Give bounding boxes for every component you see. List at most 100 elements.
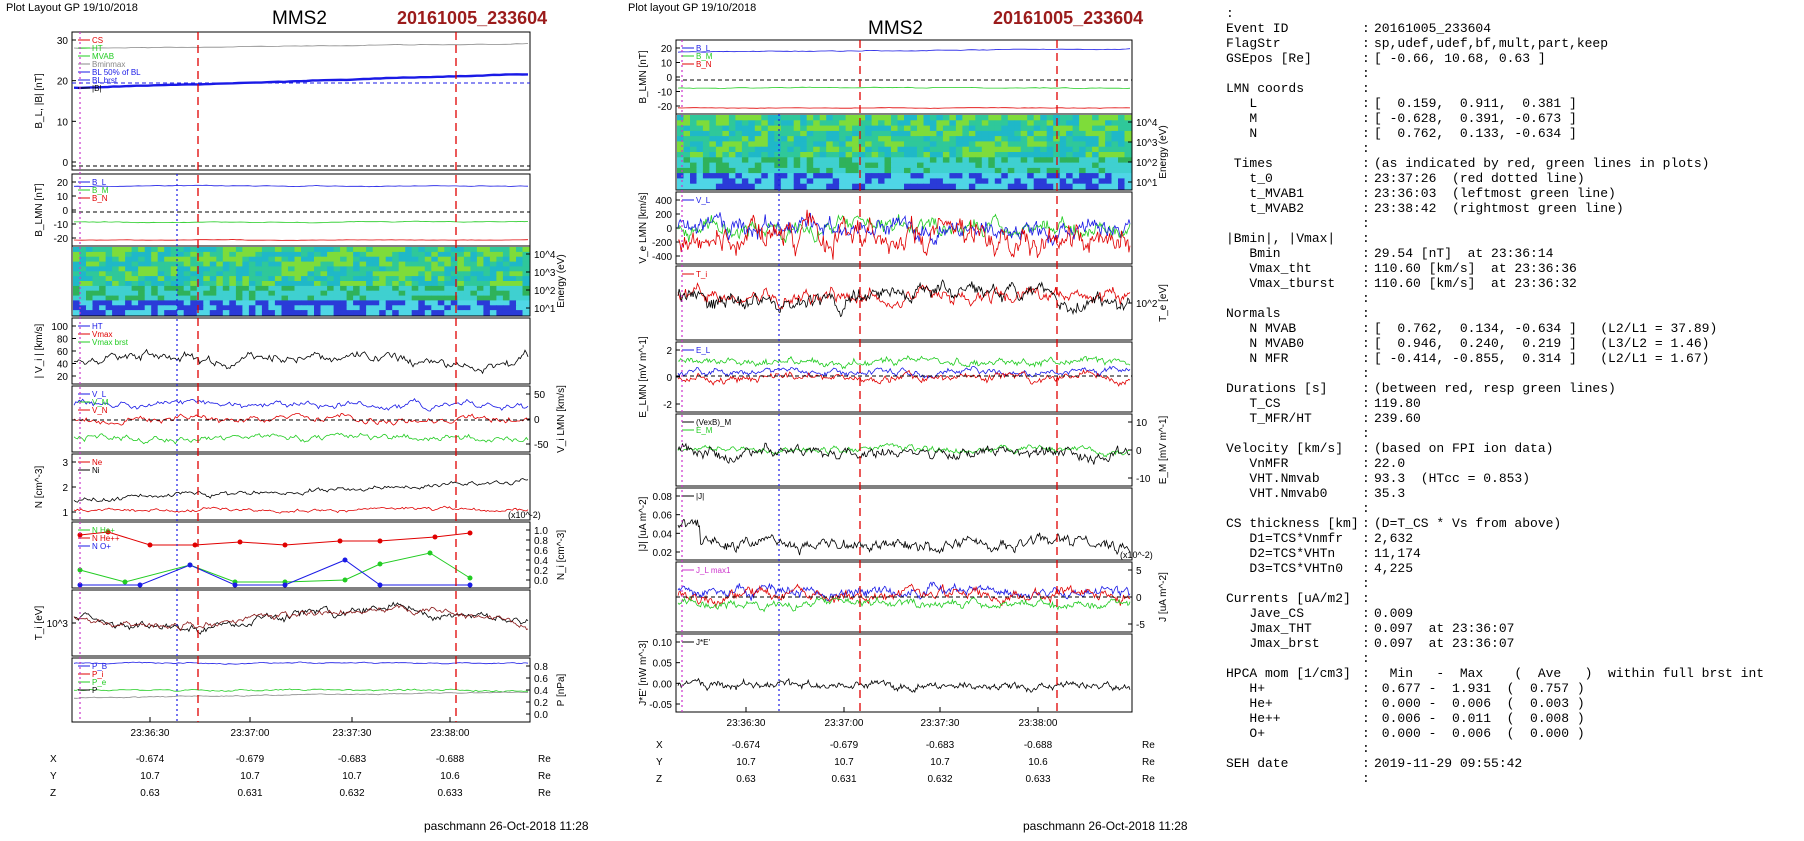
spectrogram-cell [878,162,886,169]
data-trace [677,595,1131,613]
spectrogram-cell [728,141,736,148]
spectrogram-cell [858,167,866,174]
spectrogram-cell [203,295,211,301]
spectrogram-cell [190,276,198,282]
spectrogram-cell [826,115,834,121]
spectrogram-cell [320,251,328,258]
spectrogram-cell [1098,141,1106,148]
spectrogram-cell [690,162,697,169]
spectrogram-cell [320,266,328,272]
spectrogram-cell [761,115,769,121]
spectrogram-cell [858,130,866,137]
spectrogram-cell [826,130,834,137]
spectrogram-cell [340,285,348,292]
spectrogram-cell [702,115,710,121]
spectrogram-cell [411,247,419,253]
spectrogram-cell [502,295,510,301]
spectrogram-cell [242,285,250,292]
spectrogram-cell [1040,183,1048,190]
spectrogram-cell [424,295,432,301]
spectrogram-cell [897,167,905,174]
spectrogram-cell [340,300,348,306]
spectrogram-cell [248,300,256,306]
y-tick-label: -50 [534,440,549,451]
spectrogram-cell [209,256,217,263]
info-separator: : [1362,531,1370,546]
spectrogram-cell [858,162,866,169]
spectrogram-cell [1001,167,1009,174]
spectrogram-cell [917,136,924,142]
spectrogram-cell [196,290,204,297]
info-row: O+: 0.000 - 0.006 ( 0.000 ) [1226,726,1764,741]
spectrogram-cell [112,295,120,301]
spectrogram-cell [268,285,276,292]
spectrogram-cell [806,157,814,164]
spectrogram-cell [463,290,471,297]
spectrogram-cell [800,130,808,137]
spectrogram-cell [923,178,931,185]
spectrogram-cell [774,183,782,190]
spectrogram-cell [917,173,924,179]
spectrogram-cell [229,276,237,282]
spectrogram-cell [955,125,963,132]
time-tick-label: 23:37:30 [921,718,960,729]
spectrogram-cell [242,251,250,258]
spectrogram-cell [1124,125,1132,132]
spectrogram-cell [229,266,237,272]
spectrogram-cell [502,305,510,311]
spectrogram-cell [144,310,152,316]
spectrogram-cell [203,276,211,282]
spectrogram-cell [936,141,944,148]
spectrogram-cell [1020,146,1028,153]
spectrogram-cell [405,256,413,263]
spectrogram-cell [216,281,224,287]
spectrogram-cell [242,310,250,316]
y-tick-label: 0 [666,224,672,235]
spectrogram-cell [418,251,426,258]
data-point [427,550,433,556]
spectrogram-cell [754,183,762,190]
spectrogram-cell [955,157,963,164]
spectrogram-cell [261,295,269,301]
spectrogram-cell [884,136,892,142]
spectrogram-cell [203,310,211,316]
spectrogram-cell [333,276,341,282]
legend-entry: P_B [92,662,107,671]
spectrogram-cell [813,157,821,164]
spectrogram-cell [949,152,957,158]
spectrogram-cell [1092,157,1100,164]
y-axis-label: |J| [uA m^-2] [638,496,649,551]
info-row: Event ID:20161005_233604 [1226,21,1764,36]
spectrogram-cell [852,162,860,169]
spectrogram-cell [942,130,950,137]
info-key: N MFR [1226,351,1289,366]
spectrogram-cell [690,125,697,132]
spectrogram-cell [483,271,491,277]
spectrogram-cell [157,251,165,258]
spectrogram-cell [392,310,400,316]
y-tick-label: 10^1 [534,304,556,315]
spectrogram-cell [839,162,847,169]
spectrogram-cell [105,271,113,277]
y-tick-label: 10^3 [1136,138,1158,149]
spectrogram-cell [79,276,87,282]
spectrogram-cell [248,271,256,277]
info-separator: : [1362,681,1370,696]
spectrogram-cell [411,266,419,272]
y-tick-label: 10^2 [1136,299,1158,310]
spectrogram-cell [437,256,445,263]
info-value: [ 0.159, 0.911, 0.381 ] [1374,96,1577,111]
spectrogram-cell [157,256,165,263]
spectrogram-cell [398,251,406,258]
spectrogram-cell [463,276,471,282]
info-key: Normals [1226,306,1281,321]
data-trace [677,282,1131,310]
spectrogram-cell [516,300,523,306]
spectrogram-cell [229,290,237,297]
spectrogram-cell [1059,136,1067,142]
spectrogram-cell [516,310,523,316]
spectrogram-cell [118,281,126,287]
spectrogram-cell [112,305,120,311]
spectrogram-cell [405,266,413,272]
